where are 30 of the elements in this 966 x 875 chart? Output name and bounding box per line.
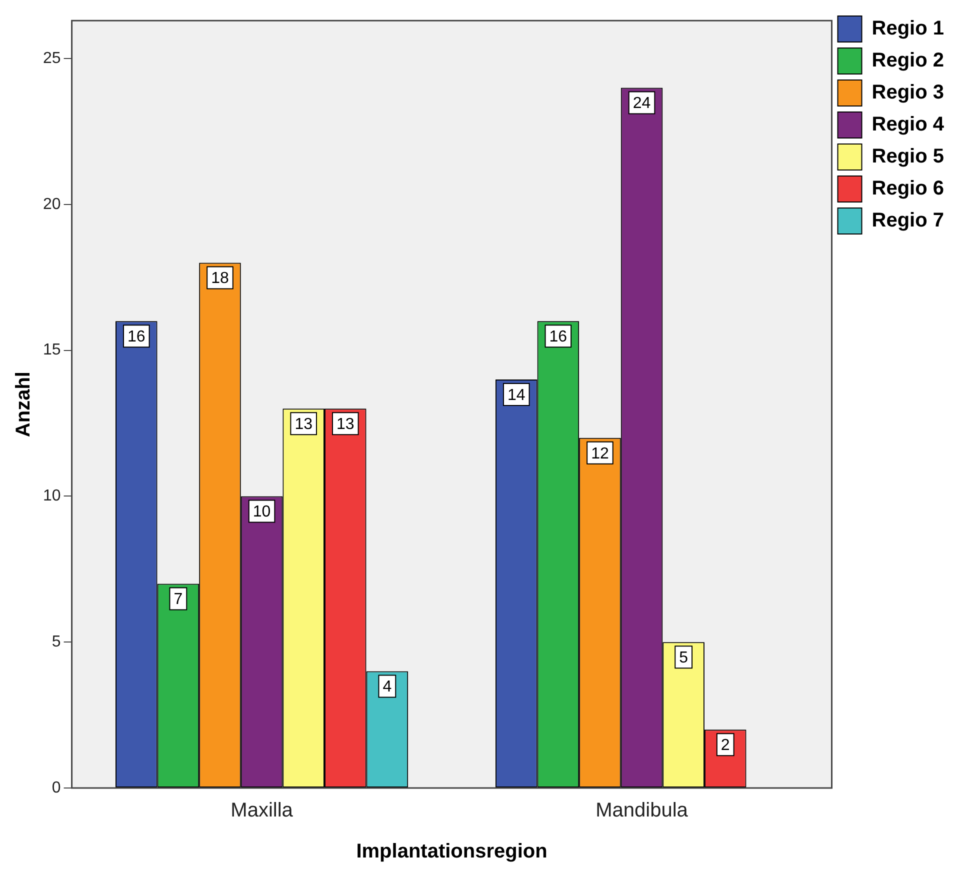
data-label: 2: [720, 737, 730, 754]
data-label: 16: [127, 328, 146, 346]
y-tick-label: 25: [43, 50, 61, 67]
data-label: 14: [507, 386, 526, 404]
legend-label: Regio 2: [872, 50, 944, 72]
legend-label: Regio 1: [872, 18, 944, 40]
data-label: 18: [211, 270, 229, 288]
legend-label: Regio 5: [872, 146, 944, 168]
legend-label: Regio 3: [872, 82, 944, 104]
y-axis-title: Anzahl: [12, 372, 35, 438]
legend-label: Regio 4: [872, 114, 945, 136]
data-label: 13: [294, 416, 313, 434]
y-tick-label: 0: [52, 779, 61, 796]
y-tick-label: 15: [43, 342, 61, 359]
x-tick-label: Mandibula: [596, 800, 689, 822]
legend-label: Regio 6: [872, 178, 944, 200]
y-tick-label: 20: [43, 196, 61, 213]
data-label: 12: [591, 445, 609, 462]
data-label: 13: [336, 416, 354, 434]
x-axis-title: Implantationsregion: [356, 840, 548, 863]
data-label: 16: [549, 328, 568, 346]
data-label: 7: [174, 591, 183, 608]
y-tick-label: 5: [52, 634, 61, 651]
x-tick-label: Maxilla: [230, 800, 294, 822]
data-label: 5: [679, 650, 688, 667]
y-tick-label: 10: [43, 488, 61, 505]
data-label: 24: [632, 95, 651, 112]
legend-label: Regio 7: [872, 210, 944, 232]
data-label: 10: [252, 504, 271, 521]
data-label: 4: [382, 678, 392, 696]
